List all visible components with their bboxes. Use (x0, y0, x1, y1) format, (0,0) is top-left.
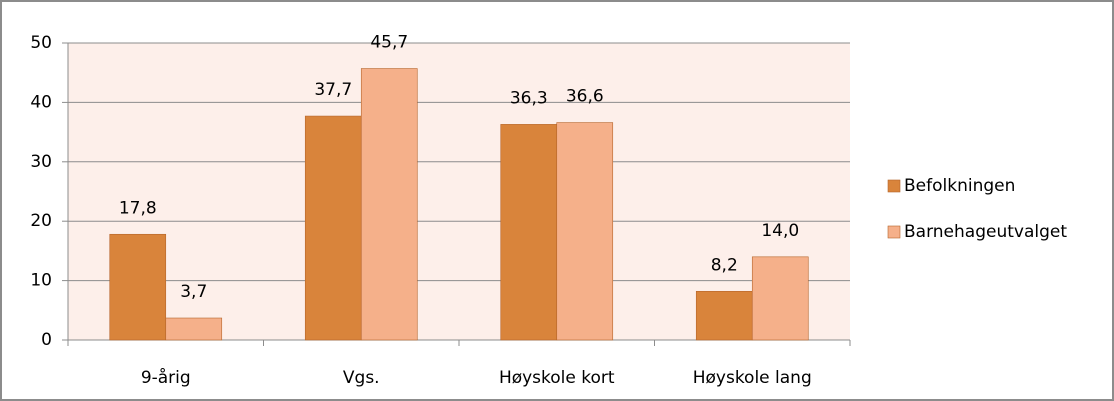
x-tick-label: Høyskole lang (693, 368, 812, 388)
bar (556, 122, 614, 341)
legend-swatch (887, 225, 901, 239)
y-tick-label: 50 (30, 33, 52, 53)
data-label: 36,3 (510, 88, 548, 108)
data-label: 45,7 (370, 33, 408, 53)
legend-label: Befolkningen (904, 176, 1015, 196)
y-tick-label: 30 (30, 152, 52, 172)
y-tick-label: 20 (30, 211, 52, 231)
y-tick-label: 0 (41, 330, 52, 350)
data-label: 3,7 (180, 282, 207, 302)
y-tick-label: 10 (30, 271, 52, 291)
y-tick-label: 40 (30, 92, 52, 112)
bar (500, 124, 558, 341)
data-label: 14,0 (761, 221, 799, 241)
data-label: 17,8 (119, 198, 157, 218)
bar (165, 317, 223, 341)
data-label: 37,7 (314, 80, 352, 100)
x-tick-label: 9-årig (141, 367, 191, 388)
bar (360, 68, 418, 341)
x-tick-label: Vgs. (343, 368, 380, 388)
bar (751, 256, 809, 341)
bar (109, 233, 167, 341)
plot-area (68, 43, 850, 340)
bar (304, 115, 362, 341)
legend-swatch (887, 179, 901, 193)
x-tick-label: Høyskole kort (499, 368, 615, 388)
data-label: 8,2 (711, 255, 738, 275)
data-label: 36,6 (566, 87, 604, 107)
legend-label: Barnehageutvalget (904, 222, 1067, 242)
bar (695, 290, 753, 341)
